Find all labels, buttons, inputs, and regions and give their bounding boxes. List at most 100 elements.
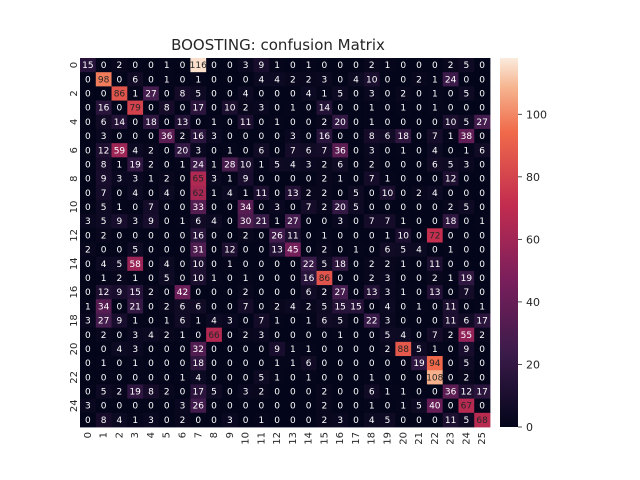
heatmap-cell — [158, 100, 176, 116]
heatmap-cell — [411, 370, 428, 385]
heatmap-cell — [206, 199, 223, 215]
cell-value-label: 0 — [211, 246, 217, 256]
heatmap-cell — [300, 100, 317, 116]
cell-value-label: 0 — [258, 402, 264, 412]
heatmap-cell — [174, 341, 191, 357]
heatmap-cell — [411, 143, 428, 158]
heatmap-cell — [442, 356, 459, 371]
heatmap-cell — [316, 157, 333, 172]
heatmap-cell — [206, 398, 223, 414]
cell-value-label: 14 — [114, 118, 126, 128]
cell-value-label: 0 — [85, 359, 91, 369]
cell-value-label: 4 — [243, 89, 249, 99]
cell-value-label: 0 — [243, 373, 249, 383]
cell-value-label: 1 — [148, 175, 154, 185]
cell-value-label: 0 — [416, 104, 422, 114]
heatmap-cell — [80, 412, 97, 428]
cell-value-label: 2 — [385, 260, 391, 270]
cell-value-label: 11 — [256, 189, 267, 199]
cell-value-label: 55 — [461, 331, 472, 341]
cell-value-label: 0 — [369, 203, 375, 213]
cell-value-label: 0 — [353, 388, 359, 398]
heatmap-cell — [253, 412, 270, 428]
heatmap-cell — [379, 313, 396, 329]
cell-value-label: 0 — [290, 203, 296, 213]
heatmap-cell — [143, 398, 160, 414]
cell-value-label: 2 — [322, 175, 328, 185]
cell-value-label: 0 — [306, 217, 312, 227]
cell-value-label: 10 — [398, 231, 410, 241]
cell-value-label: 11 — [429, 260, 440, 270]
heatmap-cell — [237, 398, 254, 414]
cell-value-label: 8 — [148, 388, 154, 398]
heatmap-cell — [426, 143, 444, 158]
cell-value-label: 0 — [227, 331, 233, 341]
cell-value-label: 3 — [258, 104, 264, 114]
cell-value-label: 7 — [385, 217, 391, 227]
heatmap-cell — [143, 356, 160, 371]
heatmap-cell — [206, 143, 223, 158]
heatmap-cell — [348, 185, 365, 201]
heatmap-cell — [363, 299, 381, 314]
cell-value-label: 0 — [85, 260, 91, 270]
cell-value-label: 0 — [148, 274, 154, 284]
heatmap-cell — [363, 157, 381, 172]
cell-value-label: 0 — [258, 345, 264, 355]
heatmap-cell — [285, 299, 302, 314]
cell-value-label: 3 — [385, 317, 391, 327]
heatmap-cell — [80, 356, 97, 371]
y-tick-label: 8 — [69, 175, 80, 181]
cell-value-label: 0 — [479, 132, 485, 142]
heatmap-cell — [206, 256, 223, 272]
heatmap-cell — [95, 143, 112, 158]
cell-value-label: 2 — [164, 302, 170, 312]
cell-value-label: 0 — [385, 359, 391, 369]
heatmap-cell — [300, 214, 317, 229]
heatmap-cell — [174, 398, 191, 414]
cell-value-label: 4 — [101, 260, 107, 270]
heatmap-cell — [363, 228, 381, 243]
heatmap-cell — [348, 114, 365, 130]
heatmap-cell — [300, 299, 317, 314]
heatmap-cell — [379, 384, 396, 400]
heatmap-cell — [426, 228, 444, 243]
heatmap-cell — [269, 114, 286, 130]
heatmap-cell — [253, 157, 270, 172]
heatmap-cell — [80, 370, 97, 385]
heatmap-cell — [221, 398, 239, 414]
heatmap-cell — [111, 171, 128, 187]
heatmap-cell — [379, 214, 396, 229]
cell-value-label: 1 — [274, 217, 280, 227]
cell-value-label: 0 — [211, 231, 217, 241]
cell-value-label: 27 — [145, 89, 156, 99]
cell-value-label: 0 — [479, 203, 485, 213]
heatmap-cell — [253, 256, 270, 272]
cell-value-label: 0 — [243, 345, 249, 355]
cell-value-label: 0 — [164, 160, 170, 170]
heatmap-cell — [206, 356, 223, 371]
cell-value-label: 98 — [98, 75, 110, 85]
cell-value-label: 3 — [258, 331, 264, 341]
cell-value-label: 0 — [337, 132, 343, 142]
cell-value-label: 3 — [180, 402, 186, 412]
cell-value-label: 4 — [211, 317, 217, 327]
cell-value-label: 0 — [432, 175, 438, 185]
heatmap-cell — [174, 157, 191, 172]
cell-value-label: 2 — [369, 61, 375, 71]
cell-value-label: 0 — [463, 175, 469, 185]
heatmap-cell — [316, 242, 333, 258]
heatmap-cell — [426, 327, 444, 343]
heatmap-cell — [411, 285, 428, 300]
cell-value-label: 0 — [258, 132, 264, 142]
heatmap-cell — [442, 341, 459, 357]
cell-value-label: 4 — [117, 345, 123, 355]
cell-value-label: 5 — [353, 203, 359, 213]
cell-value-label: 1 — [164, 75, 170, 85]
heatmap-cell — [474, 72, 491, 87]
heatmap-cell — [95, 72, 112, 87]
cell-value-label: 13 — [177, 118, 188, 128]
cell-value-label: 0 — [290, 175, 296, 185]
cell-value-label: 0 — [180, 359, 186, 369]
x-tick-label: 14 — [304, 432, 315, 445]
cell-value-label: 0 — [117, 75, 123, 85]
